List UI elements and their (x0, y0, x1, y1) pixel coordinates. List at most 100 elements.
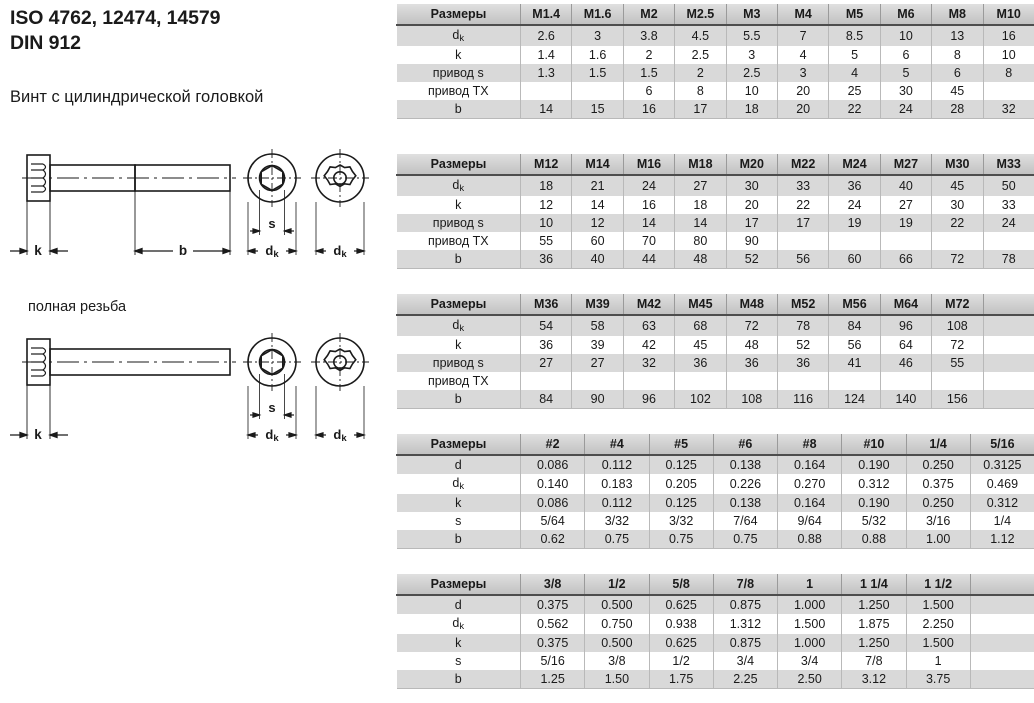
row-label: привод TX (396, 232, 521, 250)
table-cell: 45 (931, 175, 984, 196)
dimension-table-imperial-1: Размеры #2 #4 #5 #6 #8 #10 1/4 5/16 d 0.086 0.112 0.… (396, 434, 1034, 549)
row-label: b (396, 250, 521, 269)
table-cell: 5/32 (841, 512, 907, 530)
table-cell: 60 (828, 250, 881, 269)
table-cell: 0.086 (519, 494, 586, 512)
table-cell: 68 (674, 315, 727, 336)
table-cell: 140 (879, 390, 933, 409)
left-panel: ISO 4762, 12474, 14579 DIN 912 Винт с ци… (0, 0, 392, 703)
column-header-size: M30 (931, 154, 984, 176)
table-cell: 1.250 (841, 634, 907, 652)
table-cell: 27 (571, 354, 624, 372)
table-row: привод TX (396, 372, 1034, 390)
table-row: k 36 39 42 45 48 52 56 64 72 (396, 336, 1034, 354)
table-cell: 0.190 (841, 494, 907, 512)
table-cell: 0.75 (584, 530, 650, 549)
table-cell: 1.312 (712, 614, 779, 634)
table-cell: 27 (879, 196, 933, 214)
table-cell: 36 (519, 250, 573, 269)
column-header-size: M36 (519, 294, 573, 316)
column-header-dimensions: Размеры (396, 4, 521, 26)
table-row: s 5/16 3/8 1/2 3/4 3/4 7/8 1 (396, 652, 1034, 670)
table-cell: 6 (622, 82, 676, 100)
column-header-size: 1/4 (905, 434, 971, 456)
table-row: dk 18 21 24 27 30 33 36 40 45 50 (396, 175, 1034, 196)
table-cell (931, 232, 984, 250)
column-header-size: M22 (776, 154, 830, 176)
dimension-table-metric-2: Размеры M12 M14 M16 M18 M20 M22 M24 M27 M30 M33 dk 1… (396, 154, 1034, 269)
table-cell: 7 (776, 25, 830, 46)
column-header-size: #10 (841, 434, 907, 456)
table-row: k 0.375 0.500 0.625 0.875 1.000 1.250 1.500 (396, 634, 1034, 652)
column-header-size: M33 (982, 154, 1034, 176)
table-cell: 17 (725, 214, 778, 232)
table-cell: 24 (622, 175, 676, 196)
table-cell: 20 (725, 196, 778, 214)
table-cell: 0.875 (712, 634, 779, 652)
table-cell (776, 372, 830, 390)
table-cell: 0.62 (519, 530, 586, 549)
table-row: b 84 90 96 102 108 116 124 140 156 (396, 390, 1034, 409)
table-metric-3: Размеры M36 M39 M42 M45 M48 M52 M56 M64 M72 dk 54 58… (396, 294, 1034, 409)
table-row: привод s 1.3 1.5 1.5 2 2.5 3 4 5 6 8 (396, 64, 1034, 82)
table-row: dk 0.562 0.750 0.938 1.312 1.500 1.875 2.250 (396, 614, 1034, 634)
table-cell: 64 (879, 336, 933, 354)
table-cell (571, 372, 624, 390)
row-label: s (396, 512, 521, 530)
table-header-row: Размеры #2 #4 #5 #6 #8 #10 1/4 5/16 (396, 434, 1034, 456)
table-cell: 46 (879, 354, 933, 372)
table-header-row: Размеры 3/8 1/2 5/8 7/8 1 1 1/4 1 1/2 (396, 574, 1034, 596)
table-cell: 20 (776, 82, 830, 100)
table-cell-blank (969, 614, 1034, 634)
table-cell: 24 (828, 196, 881, 214)
table-cell: 40 (571, 250, 624, 269)
table-imperial-1: Размеры #2 #4 #5 #6 #8 #10 1/4 5/16 d 0.086 0.112 0.… (396, 434, 1034, 549)
column-header-size: M2 (622, 4, 676, 26)
table-cell: 1.500 (905, 595, 971, 614)
table-cell: 78 (776, 315, 830, 336)
table-cell: 5/64 (519, 512, 586, 530)
row-label: b (396, 100, 521, 119)
table-cell: 28 (931, 100, 984, 119)
title-block: ISO 4762, 12474, 14579 DIN 912 (10, 6, 385, 56)
row-label: dk (396, 614, 521, 634)
table-cell (982, 232, 1034, 250)
table-cell: 32 (622, 354, 676, 372)
column-header-size: M5 (828, 4, 881, 26)
table-cell: 4 (828, 64, 881, 82)
table-cell: 0.625 (648, 595, 714, 614)
row-label: b (396, 670, 521, 689)
row-label: привод TX (396, 82, 521, 100)
table-row: привод s 10 12 14 14 17 17 19 19 22 24 (396, 214, 1034, 232)
row-label: k (396, 196, 521, 214)
table-cell: 18 (725, 100, 778, 119)
table-row: k 12 14 16 18 20 22 24 27 30 33 (396, 196, 1034, 214)
row-label: k (396, 46, 521, 64)
table-cell: 8 (931, 46, 984, 64)
row-label: d (396, 595, 521, 614)
table-row: привод TX 6 8 10 20 25 30 45 (396, 82, 1034, 100)
table-cell (571, 82, 624, 100)
dim-label-dk-hex-1: dk (265, 243, 279, 260)
table-cell: 0.312 (969, 494, 1034, 512)
table-cell: 14 (622, 214, 676, 232)
table-row: s 5/64 3/32 3/32 7/64 9/64 5/32 3/16 1/4 (396, 512, 1034, 530)
row-label: s (396, 652, 521, 670)
table-cell: 2 (674, 64, 727, 82)
table-cell (725, 372, 778, 390)
table-cell: 96 (622, 390, 676, 409)
table-cell: 0.312 (841, 474, 907, 494)
table-cell: 16 (622, 196, 676, 214)
table-cell: 78 (982, 250, 1034, 269)
table-cell-blank (982, 372, 1034, 390)
table-row: k 0.086 0.112 0.125 0.138 0.164 0.190 0.250 0.31… (396, 494, 1034, 512)
table-cell: 52 (725, 250, 778, 269)
table-cell: 1.00 (905, 530, 971, 549)
table-row: привод s 27 27 32 36 36 36 41 46 55 (396, 354, 1034, 372)
table-cell-blank (969, 652, 1034, 670)
table-cell: 21 (571, 175, 624, 196)
column-header-size: M24 (828, 154, 881, 176)
row-label-subscript: k (459, 481, 465, 492)
row-label-subscript: k (459, 621, 465, 632)
row-label: привод s (396, 64, 521, 82)
